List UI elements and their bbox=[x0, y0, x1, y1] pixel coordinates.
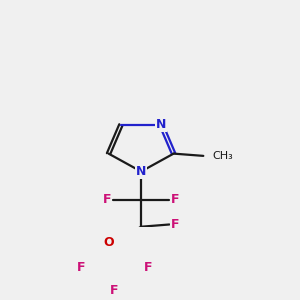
Text: O: O bbox=[104, 236, 114, 249]
Text: F: F bbox=[170, 193, 179, 206]
Text: F: F bbox=[103, 193, 112, 206]
Text: F: F bbox=[110, 284, 118, 297]
Text: CH₃: CH₃ bbox=[213, 151, 234, 161]
Text: F: F bbox=[144, 261, 152, 274]
Text: N: N bbox=[156, 118, 166, 131]
Text: F: F bbox=[170, 218, 179, 231]
Text: N: N bbox=[136, 165, 146, 178]
Text: F: F bbox=[76, 261, 85, 274]
